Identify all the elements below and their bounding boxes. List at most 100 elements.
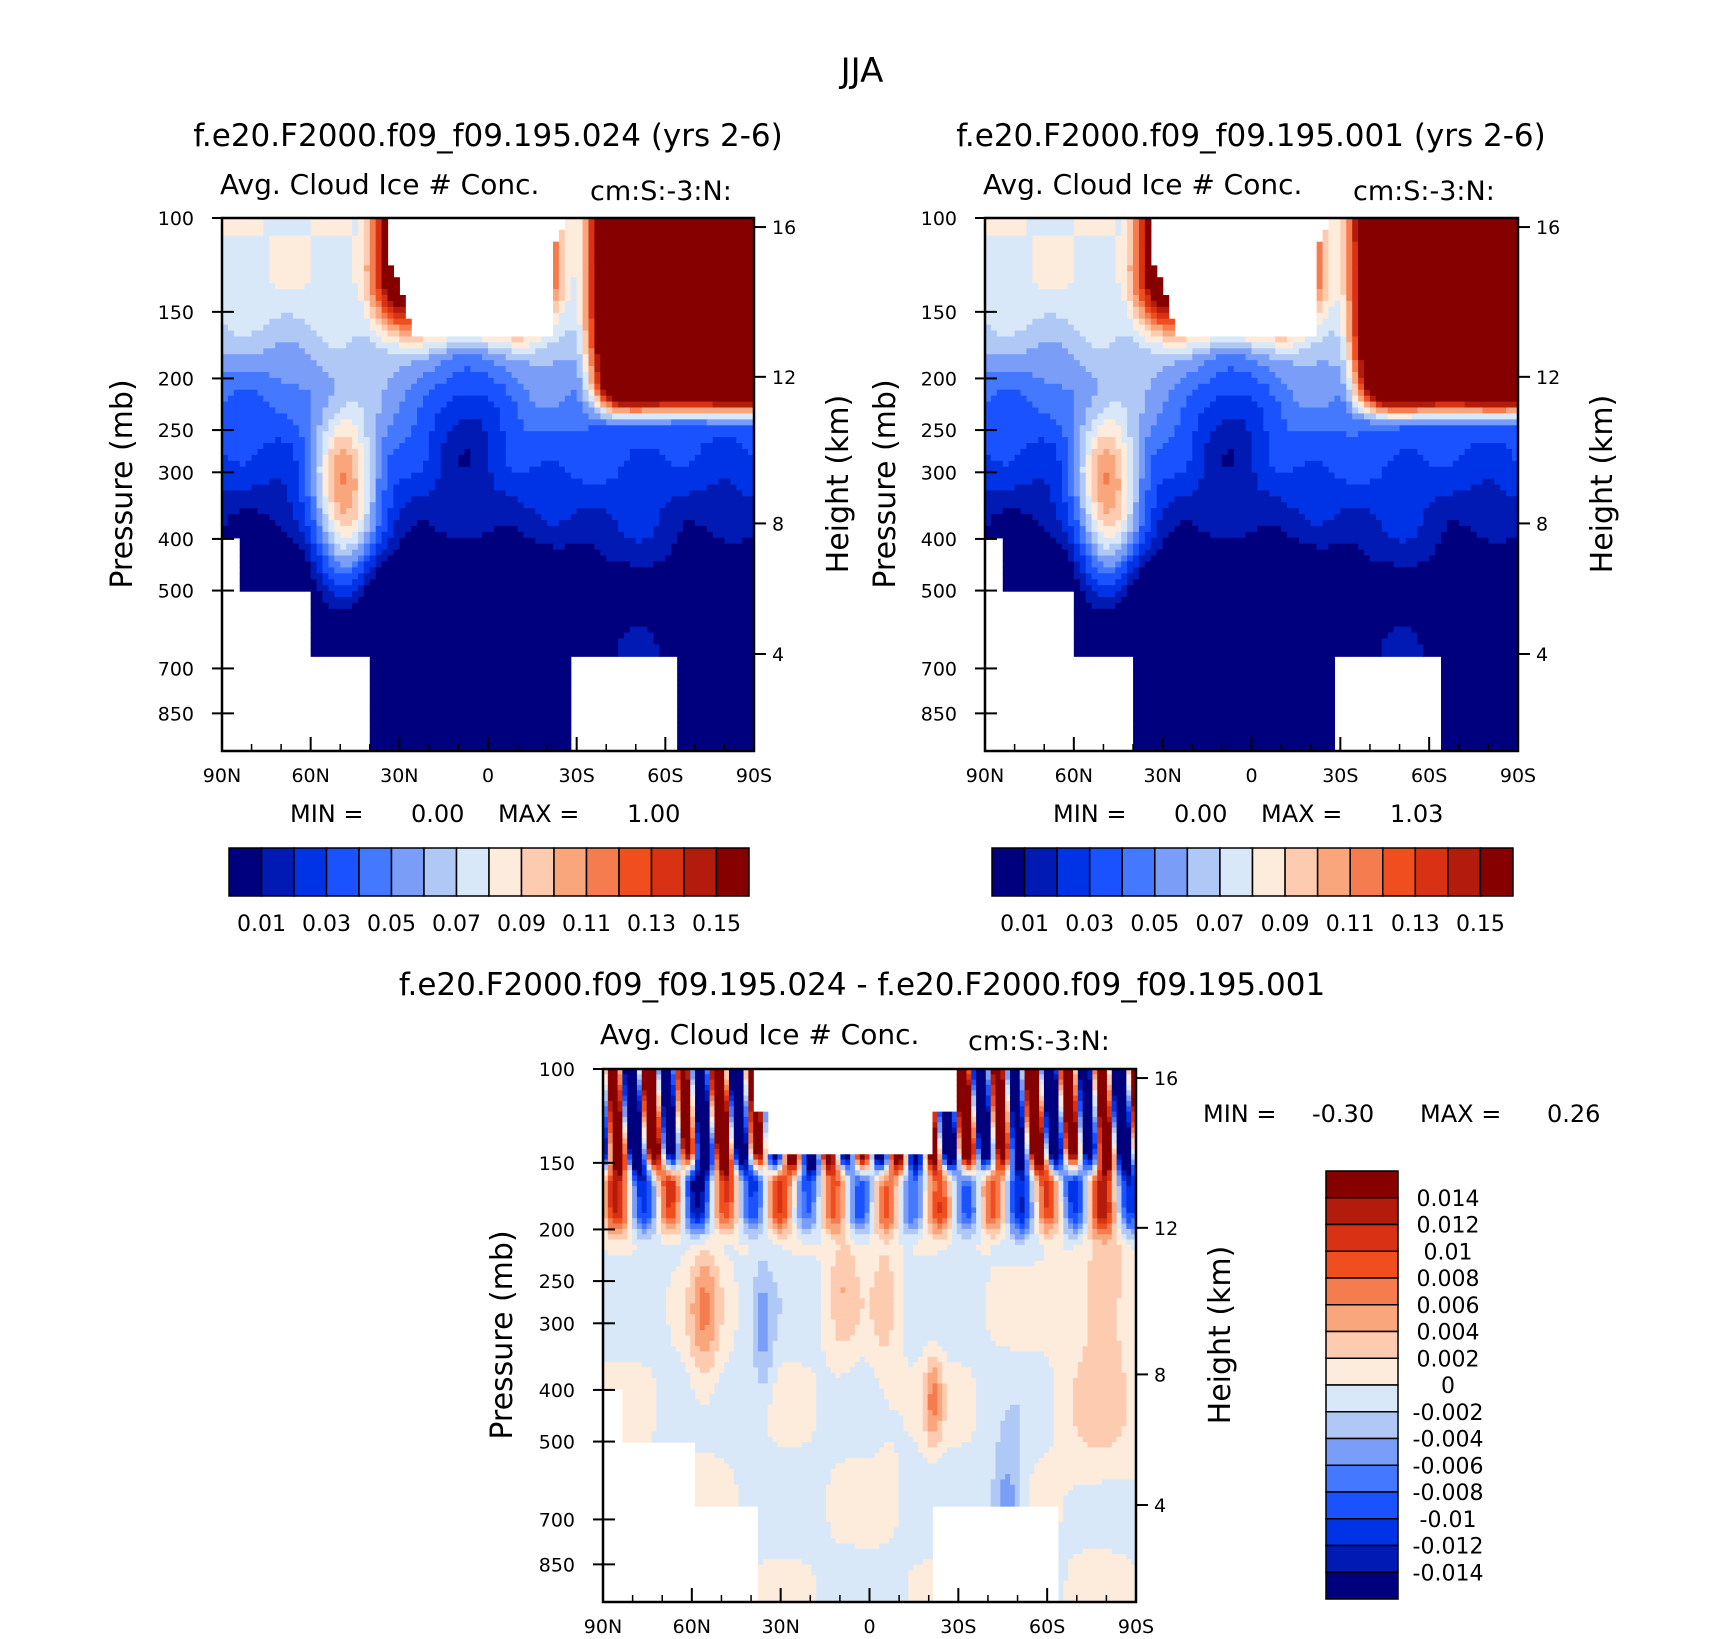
contour-cell	[387, 555, 607, 563]
contour-cell	[627, 1074, 638, 1081]
contour-cell	[1138, 289, 1146, 296]
contour-cell	[888, 1164, 895, 1171]
contour-cell	[1024, 1138, 1030, 1145]
contour-cell	[1127, 496, 1134, 503]
contour-cell	[1316, 241, 1324, 249]
contour-cell	[310, 425, 318, 432]
contour-cell	[985, 1308, 1089, 1315]
contour-cell	[1034, 1260, 1089, 1267]
contour-cell	[884, 1191, 890, 1198]
contour-cell	[656, 1100, 662, 1107]
contour-cell	[659, 448, 702, 456]
contour-cell	[719, 1207, 730, 1214]
contour-cell	[316, 437, 324, 444]
contour-cell	[1364, 395, 1371, 403]
contour-cell	[1005, 1138, 1011, 1145]
contour-cell	[627, 1132, 643, 1139]
contour-cell	[1091, 419, 1105, 426]
contour-cell	[893, 1287, 905, 1294]
contour-cell	[1328, 283, 1341, 290]
contour-cell	[222, 496, 288, 503]
contour-cell	[1097, 1069, 1108, 1075]
contour-cell	[381, 235, 389, 243]
contour-cell	[381, 537, 389, 545]
contour-cell	[636, 1196, 643, 1203]
contour-cell	[1038, 437, 1045, 444]
contour-cell	[762, 1191, 769, 1198]
contour-cell	[835, 1207, 842, 1214]
contour-cell	[1063, 1111, 1074, 1118]
contour-cell	[690, 1228, 706, 1235]
contour-cell	[811, 1170, 817, 1177]
contour-cell	[387, 300, 395, 308]
contour-cell	[893, 1223, 900, 1230]
contour-cell	[825, 1223, 842, 1230]
contour-cell	[947, 1180, 953, 1187]
contour-cell	[328, 342, 347, 349]
contour-cell	[369, 336, 383, 343]
contour-cell	[956, 1116, 963, 1123]
contour-cell	[1029, 1212, 1035, 1219]
contour-cell	[850, 1234, 871, 1241]
contour-cell	[1162, 324, 1176, 332]
contour-cell	[627, 1175, 633, 1182]
contour-cell	[1005, 1212, 1011, 1219]
contour-cell	[363, 484, 371, 492]
contour-cell	[1346, 395, 1353, 403]
contour-cell	[714, 1164, 720, 1171]
contour-cell	[641, 1207, 648, 1214]
contour-cell	[898, 1196, 905, 1203]
contour-cell	[1048, 1132, 1060, 1139]
contour-cell	[1019, 1228, 1026, 1235]
contour-cell	[369, 733, 572, 740]
contour-cell	[1121, 597, 1518, 604]
contour-cell	[1043, 1159, 1050, 1166]
contour-cell	[728, 1196, 735, 1203]
contour-cell	[1116, 1239, 1127, 1246]
contour-cell	[1026, 218, 1075, 225]
y2-tick-label: 16	[1536, 217, 1560, 239]
contour-cell	[733, 1148, 740, 1155]
contour-cell	[1073, 218, 1116, 225]
colorbar-swatch	[1186, 847, 1221, 897]
contour-cell	[375, 543, 389, 551]
contour-cell	[603, 1148, 609, 1155]
contour-cell	[1358, 289, 1518, 296]
contour-cell	[493, 360, 530, 367]
contour-cell	[622, 1196, 628, 1203]
contour-cell	[1029, 1122, 1040, 1129]
contour-cell	[1106, 1170, 1113, 1177]
contour-cell	[661, 1202, 667, 1209]
contour-cell	[1082, 1100, 1093, 1107]
contour-cell	[724, 1308, 740, 1315]
contour-cell	[922, 1191, 929, 1198]
contour-cell	[1121, 502, 1128, 509]
contour-cell	[576, 508, 607, 515]
contour-cell	[1024, 1095, 1030, 1102]
contour-cell	[357, 496, 365, 503]
contour-cell	[922, 1180, 929, 1187]
contour-cell	[845, 1191, 851, 1198]
contour-cell	[690, 1074, 696, 1081]
contour-cell	[714, 1260, 735, 1267]
contour-cell	[1417, 448, 1466, 456]
contour-cell	[328, 466, 335, 474]
contour-cell	[1138, 484, 1152, 492]
contour-cell	[699, 1132, 711, 1139]
contour-cell	[617, 1074, 623, 1081]
contour-cell	[825, 1175, 832, 1182]
contour-cell	[1106, 1207, 1113, 1214]
contour-cell	[1111, 1191, 1118, 1198]
contour-cell	[869, 1239, 885, 1246]
contour-cell	[1322, 520, 1383, 527]
contour-cell	[1133, 733, 1336, 740]
contour-cell	[1091, 573, 1122, 580]
contour-cell	[869, 1292, 895, 1299]
contour-cell	[1079, 537, 1087, 545]
contour-cell	[850, 1228, 856, 1235]
contour-cell	[647, 626, 754, 634]
contour-cell	[1452, 490, 1507, 497]
contour-cell	[903, 1266, 992, 1273]
contour-cell	[762, 1148, 769, 1155]
contour-cell	[699, 1250, 711, 1257]
